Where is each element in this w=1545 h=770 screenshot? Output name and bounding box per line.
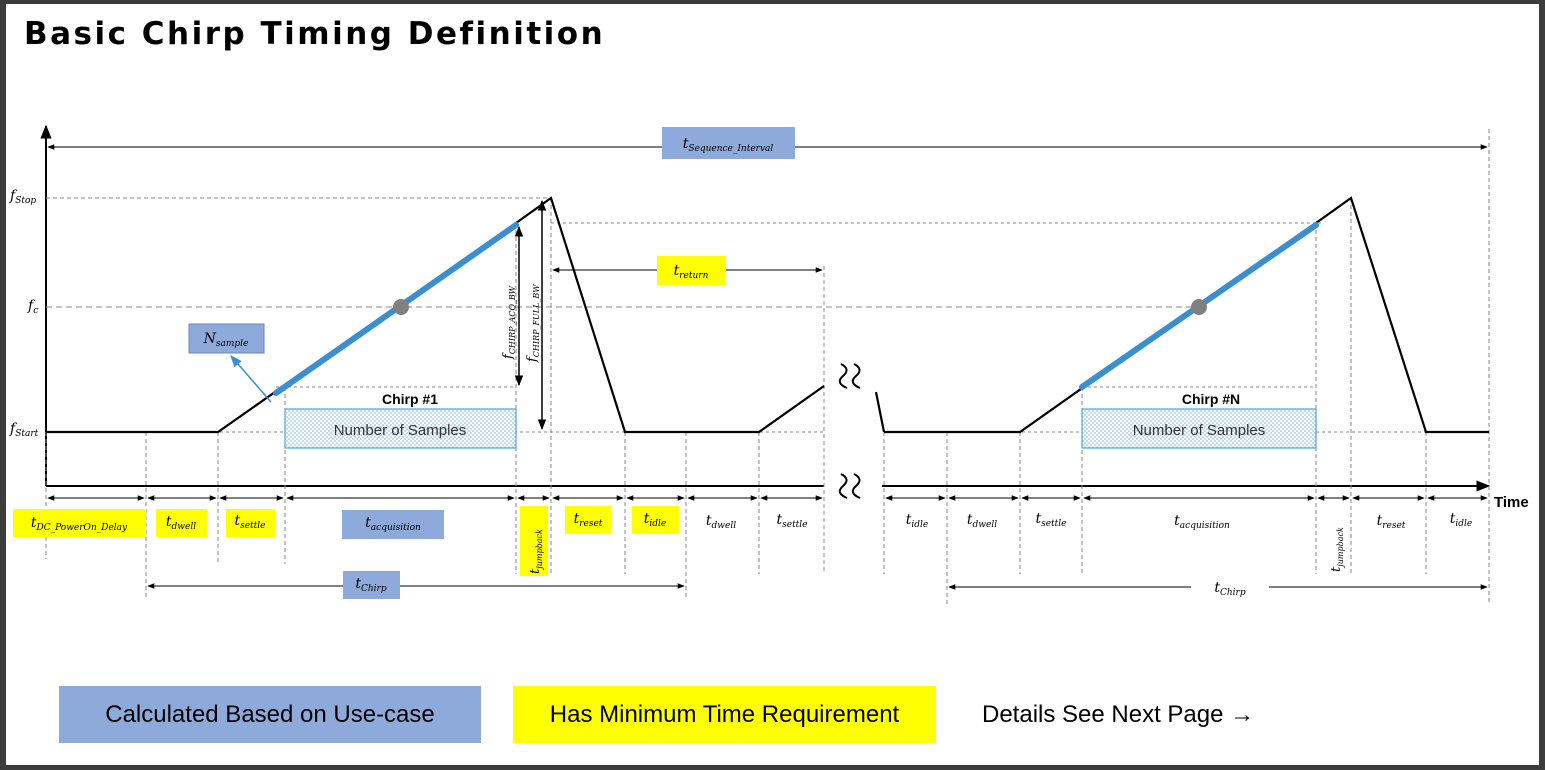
center-frequency-marker-1 [393,299,409,315]
chirp-n-samples-label: Number of Samples [1133,422,1266,439]
svg-text:tsettle: tsettle [234,513,265,531]
chirp-1-samples-box [284,408,517,449]
chirp-frequency-resume [874,391,886,433]
return-label: treturn [657,256,726,285]
chirp-period-label-right: tChirp [1191,576,1269,598]
segment-label-idle-n-start: tidle [906,512,929,530]
segment-label-reset-1: treset [565,506,611,534]
svg-text:tidle: tidle [644,511,667,529]
segment-label-jumpback-1: tjumpback [520,506,548,576]
acq-bw-label: fCHIRP_ACQ_BW [501,285,517,360]
center-frequency-marker-n [1191,299,1207,315]
chirp-frequency-profile-right [884,196,1489,434]
svg-text:tdwell: tdwell [166,514,196,532]
segment-label-settle-1: tsettle [226,509,275,537]
f-c-label: fc [27,298,38,316]
svg-text:tChirp: tChirp [1214,580,1246,598]
segment-label-settle-2: tsettle [776,512,807,530]
svg-text:tChirp: tChirp [355,576,387,594]
sequence-interval-label: tSequence_Interval [662,127,795,159]
chirp-1-samples-label: Number of Samples [334,422,467,439]
segment-label-acquisition-n: tacquisition [1174,513,1230,531]
segment-label-dc-poweron-delay: tDC_PowerOn_Delay [13,509,146,537]
svg-text:treturn: treturn [674,263,709,281]
x-axis-label: Time [1494,494,1529,511]
chirp-n-title: Chirp #N [1182,391,1240,407]
slide: Basic Chirp Timing Definition Time fStop… [6,4,1539,765]
chirp-n-block: Chirp #N Number of Samples [1081,391,1317,449]
segment-label-idle-1: tidle [632,506,679,534]
segment-label-reset-n: treset [1377,513,1406,531]
chirp-n-samples-box [1081,408,1317,449]
svg-text:Nsample: Nsample [203,331,249,349]
f-stop-label: fStop [9,188,36,206]
full-bw-label: fCHIRP_FULL_BW [525,284,541,363]
n-sample-callout: Nsample [188,323,272,403]
svg-text:tacquisition: tacquisition [365,515,421,533]
legend-minimum-time: Has Minimum Time Requirement [513,686,936,743]
segment-label-idle-n-end: tidle [1450,511,1473,529]
chirp-timing-diagram: Time fStop fc fStart [9,124,1529,604]
segment-label-dwell-2: tdwell [706,513,736,531]
svg-text:tjumpback: tjumpback [528,529,544,574]
chirp-1-block: Chirp #1 Number of Samples [284,391,517,449]
next-page-note: Details See Next Page → [982,701,1255,728]
legend-calculated: Calculated Based on Use-case [59,686,481,743]
segment-label-dwell-1: tdwell [156,509,207,537]
axis-break-marks [838,363,861,499]
svg-text:tSequence_Interval: tSequence_Interval [683,136,774,154]
segment-label-acquisition-1: tacquisition [342,510,444,539]
segment-label-settle-n: tsettle [1035,511,1066,529]
chirp-period-label-left: tChirp [343,571,400,599]
segment-label-dwell-n: tdwell [967,512,997,530]
svg-text:treset: treset [574,511,603,529]
svg-text:tDC_PowerOn_Delay: tDC_PowerOn_Delay [31,515,128,533]
page-title: Basic Chirp Timing Definition [24,16,606,52]
chirp-frequency-profile-left [46,196,825,434]
segment-label-jumpback-n: tjumpback [1329,527,1345,572]
chirp-1-title: Chirp #1 [382,391,438,407]
f-start-label: fStart [9,421,39,439]
